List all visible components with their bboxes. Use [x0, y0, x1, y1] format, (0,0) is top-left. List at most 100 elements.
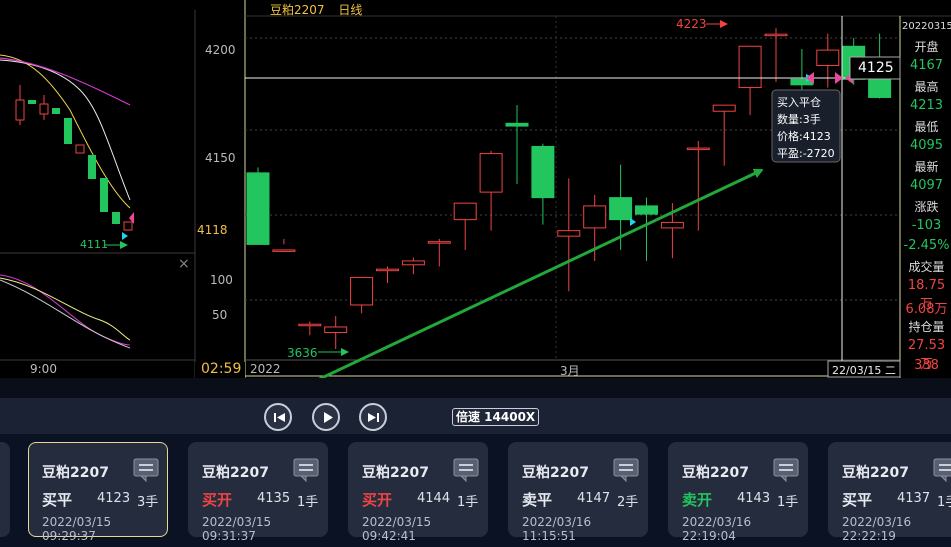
trade-card[interactable]: 豆粕2207 卖开 4143 1手 2022/03/16 22:19:04 [668, 442, 808, 543]
info-value: 27.53万 [907, 338, 946, 372]
trade-qty: 1手 [777, 495, 799, 510]
candle-body [272, 249, 296, 252]
candle-body [246, 172, 270, 245]
skip-forward-icon [368, 413, 379, 422]
info-value: 6.08万 [905, 302, 948, 317]
tooltip-text: 买入平仓 数量:3手 价格:4123 平盈:-2720 [777, 94, 835, 162]
candle-body [350, 276, 374, 306]
prev-button[interactable] [264, 403, 292, 431]
candle-body [324, 326, 348, 333]
left-low-label: 4111 [80, 238, 108, 251]
date-header: 20220315 [902, 21, 951, 32]
comment-icon[interactable] [293, 458, 319, 486]
candle-body [427, 241, 451, 244]
chart-area[interactable]: × [0, 0, 951, 378]
crosshair-price-label: 4125 [858, 60, 894, 76]
low-marker-label: 3636 [287, 346, 318, 360]
candle-body [635, 205, 658, 215]
trade-qty: 3手 [137, 495, 159, 510]
candle-body [401, 260, 425, 266]
candle-body [298, 323, 322, 327]
trade-price: 4137 [897, 491, 931, 506]
trade-action: 买平 [42, 491, 73, 509]
trade-time: 2022/03/15 09:42:41 [362, 515, 432, 543]
info-label: 持仓量 [908, 320, 945, 334]
candle-body [531, 145, 555, 199]
next-button[interactable] [359, 403, 387, 431]
trade-symbol: 豆粕2207 [362, 465, 429, 481]
tooltip-line: 数量:3手 [777, 113, 821, 126]
play-button[interactable] [312, 403, 340, 431]
trade-card[interactable]: 豆粕2207 买平 4137 1手 2022/03/16 22:22:19 [828, 442, 951, 543]
info-label: 最高 [914, 80, 939, 94]
trade-tooltip [771, 89, 841, 163]
comment-icon[interactable] [133, 458, 159, 486]
trade-symbol: 豆粕2207 [202, 465, 269, 481]
date-box-label: 22/03/15 二 [832, 364, 896, 377]
tooltip-line: 买入平仓 [777, 96, 821, 109]
chart-svg[interactable]: × [0, 0, 951, 378]
trade-time: 2022/03/16 11:15:51 [522, 515, 592, 543]
candle-body [376, 268, 399, 272]
trade-price: 4123 [97, 491, 131, 506]
info-label: 成交量 [908, 260, 945, 274]
separator [0, 378, 951, 398]
info-label: 最低 [914, 120, 939, 134]
info-value: 4097 [909, 178, 944, 193]
trade-action: 卖开 [682, 491, 713, 509]
time-axis-label: 9:00 [30, 362, 57, 376]
tooltip-line: 平盈:-2720 [777, 147, 835, 160]
comment-icon[interactable] [773, 458, 799, 486]
candles-group [246, 28, 892, 349]
candle-body [479, 153, 503, 193]
trade-time: 2022/03/15 09:31:37 [202, 515, 272, 543]
info-value: 338 [914, 358, 939, 373]
trade-list: 豆粕2207 买平 4123 3手 2022/03/15 09:29:37 豆粕2207 买… [0, 434, 951, 547]
candle-body [712, 104, 736, 112]
trade-card[interactable]: 豆粕2207 买平 4123 3手 2022/03/15 09:29:37 [28, 442, 168, 543]
period-label: 日线 [338, 3, 363, 17]
trade-action: 买开 [362, 491, 393, 509]
trade-card-partial[interactable] [0, 442, 10, 537]
info-label: 最新 [914, 160, 939, 174]
trade-symbol: 豆粕2207 [682, 465, 749, 481]
trade-action: 买平 [842, 491, 873, 509]
info-label: 开盘 [914, 40, 939, 54]
trade-card[interactable]: 豆粕2207 买开 4144 1手 2022/03/15 09:42:41 [348, 442, 488, 543]
info-value: -103 [911, 218, 942, 233]
comment-icon[interactable] [613, 458, 639, 486]
info-label: 涨跌 [914, 200, 939, 214]
high-marker-label: 4223 [676, 17, 707, 31]
speed-button[interactable]: 倍速 14400X [452, 408, 540, 426]
year-label: 2022 [250, 362, 281, 376]
trade-card[interactable]: 豆粕2207 买开 4135 1手 2022/03/15 09:31:37 [188, 442, 328, 543]
trade-qty: 1手 [457, 495, 479, 510]
trade-qty: 1手 [937, 495, 951, 510]
clock-label: 02:59 [201, 361, 242, 377]
close-price-label: 4118 [197, 223, 228, 237]
trade-symbol: 豆粕2207 [522, 465, 589, 481]
close-x-icon[interactable]: × [178, 256, 190, 272]
chart-title: 豆粕2207 日线 [270, 1, 362, 18]
comment-icon[interactable] [933, 458, 951, 486]
left-mini-chart: × [0, 0, 246, 378]
trade-price: 4135 [257, 491, 291, 506]
crosshair [245, 16, 900, 376]
candle-body [609, 197, 633, 221]
tooltip-line: 价格:4123 [777, 130, 831, 143]
candle-body [764, 33, 788, 37]
ind-tick: 50 [212, 308, 228, 322]
info-value: 4213 [909, 98, 944, 113]
trade-price: 4144 [417, 491, 451, 506]
candle-body [453, 202, 477, 221]
playback-controls: 倍速 14400X [0, 398, 951, 434]
trade-symbol: 豆粕2207 [842, 465, 909, 481]
trade-action: 买开 [202, 491, 233, 509]
comment-icon[interactable] [453, 458, 479, 486]
sell-marker-icon [835, 72, 843, 84]
play-icon [324, 412, 333, 423]
trade-time: 2022/03/15 09:29:37 [42, 515, 112, 543]
trade-price: 4147 [577, 491, 611, 506]
price-tick: 4150 [205, 151, 236, 165]
trade-card[interactable]: 豆粕2207 卖平 4147 2手 2022/03/16 11:15:51 [508, 442, 648, 543]
